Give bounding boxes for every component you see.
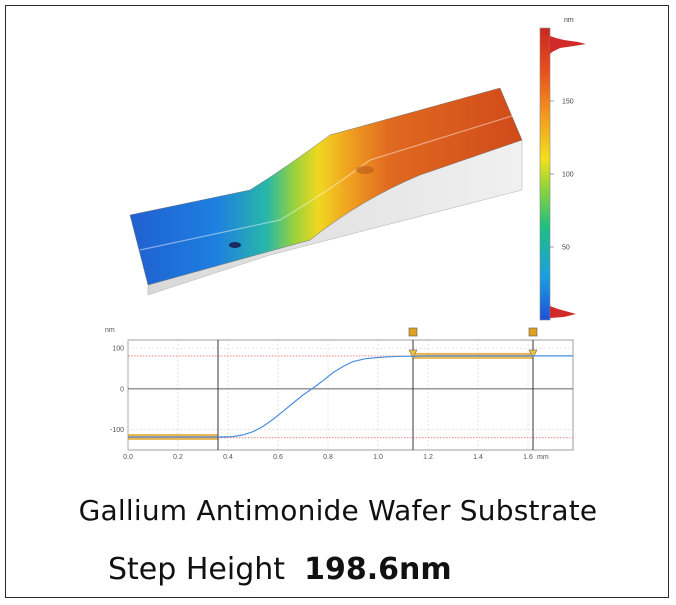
profile-line (128, 355, 573, 438)
cursor-handle (408, 327, 418, 337)
step-height-value: 198.6nm (304, 552, 452, 587)
colorbar-tick-label: 50 (562, 245, 570, 252)
x-axis-unit-label: mm (537, 454, 549, 461)
x-tick-label: 1.4 (473, 454, 483, 461)
colorbar-unit: nm (564, 17, 574, 24)
y-tick-label: 0 (120, 386, 124, 393)
step-height-label: Step Height (108, 552, 286, 587)
colorbar-tick-label: 150 (562, 99, 574, 106)
y-axis-unit-label: nm (105, 327, 115, 334)
surface-3d-render (129, 87, 523, 296)
image-frame (5, 5, 669, 598)
x-tick-label: 0.6 (273, 454, 283, 461)
y-tick-label: -100 (110, 427, 124, 434)
x-tick-label: 1.0 (373, 454, 383, 461)
x-tick-label: 0.8 (323, 454, 333, 461)
substrate-title: Gallium Antimonide Wafer Substrate (78, 494, 598, 527)
x-tick-label: 1.6 (523, 454, 533, 461)
x-tick-label: 0.0 (123, 454, 133, 461)
cursor-marker (528, 349, 538, 359)
colorbar-gradient (539, 27, 551, 321)
x-tick-label: 0.2 (173, 454, 183, 461)
color-scale-bar: nm 150 100 50 (539, 17, 586, 321)
cursor-handle (528, 327, 538, 337)
colorbar-tick-label: 100 (562, 172, 574, 179)
cursor-marker (408, 349, 418, 359)
step-height-row: Step Height 198.6nm (108, 552, 452, 587)
surface-top (129, 87, 523, 286)
height-histogram (550, 36, 586, 54)
x-tick-label: 0.4 (223, 454, 233, 461)
y-tick-label: 100 (112, 346, 124, 353)
x-tick-label: 1.2 (423, 454, 433, 461)
height-profile-chart: nm 0.0 0.2 0.4 0.6 0.8 1.0 1.2 1.4 1.6 mm 100 0 -10… (105, 327, 574, 461)
